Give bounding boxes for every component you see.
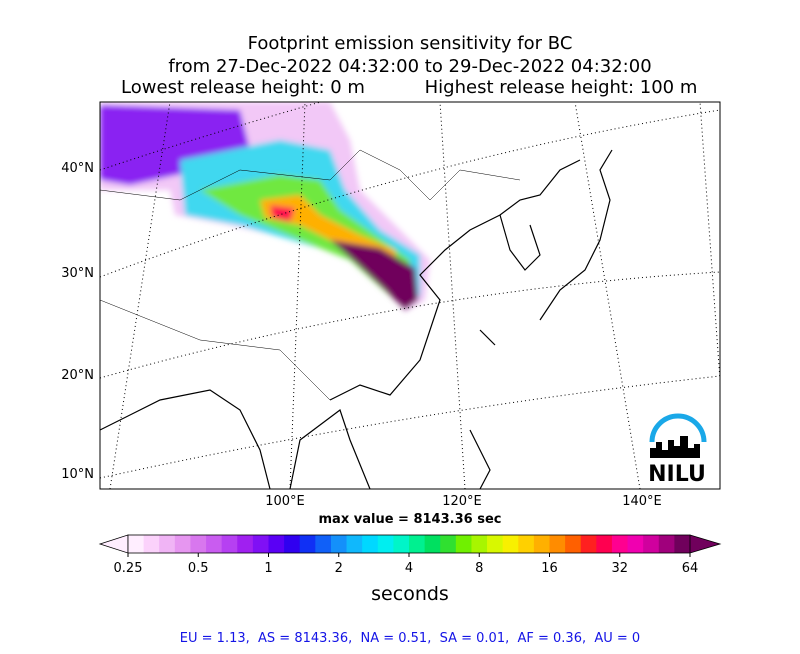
lat-label: 10°N [61,467,94,482]
colorbar-segment [159,535,176,553]
map-frame [99,101,721,490]
colorbar-tick-label: 64 [682,561,699,576]
lon-label: 100°E [265,494,305,509]
colorbar-extend-low [98,534,129,554]
colorbar-tick-label: 2 [335,561,343,576]
colorbar-segment [237,535,254,553]
colorbar-segment [299,535,316,553]
colorbar-tick-label: 0.25 [114,561,143,576]
colorbar-tick-label: 16 [541,561,558,576]
colorbar-extend-high [689,534,722,554]
colorbar-segment [174,535,191,553]
colorbar-segment [128,535,145,553]
colorbar-segment [440,535,457,553]
colorbar-segment [346,535,363,553]
colorbar-tick-label: 0.5 [188,561,209,576]
colorbar-segment [518,535,535,553]
stats: EU = 1.13, AS = 8143.36, NA = 0.51, SA =… [180,631,640,646]
colorbar-segment [674,535,691,553]
colorbar-segment [487,535,504,553]
borders [100,149,521,401]
colorbar-segment [362,535,379,553]
colorbar-segment [627,535,644,553]
title-line: Footprint emission sensitivity for BC [248,33,573,54]
colorbar-segment [643,535,660,553]
logo-text: NILU [648,462,706,487]
map [100,102,720,489]
colorbar-segment [190,535,207,553]
colorbar-segment [611,535,629,553]
colorbar-segment [284,535,301,553]
graticule [100,102,720,489]
lat-label: 40°N [61,161,94,176]
lon-label: 120°E [442,494,482,509]
lon-label: 140°E [622,494,662,509]
colorbar-segment [221,535,238,553]
lat-label: 20°N [61,368,94,383]
nilu-logo: NILU [648,413,707,487]
colorbar-segment [268,535,285,553]
colorbar-tick-label: 8 [475,561,483,576]
lat-label: 30°N [61,266,94,281]
colorbar-segment [596,535,613,553]
colorbar-label: seconds [371,583,449,605]
release-lowest: Lowest release height: 0 m [121,77,365,98]
colorbar-segment [455,535,472,553]
colorbar-segment [393,535,410,553]
colorbar-segment [409,535,426,553]
colorbar-tick-label: 32 [611,561,628,576]
colorbar-segment [377,535,394,553]
colorbar-segment [658,535,675,553]
colorbar-tick-label: 4 [405,561,413,576]
colorbar-segment [424,535,441,553]
colorbar-segment [252,535,269,553]
title-line: from 27-Dec-2022 04:32:00 to 29-Dec-2022… [168,56,651,77]
colorbar-segment [549,535,566,553]
colorbar-tick-label: 1 [264,561,272,576]
colorbar-segment [565,535,582,553]
colorbar-segment [502,535,519,553]
max-value: max value = 8143.36 sec [319,512,502,527]
colorbar-segment [533,535,550,553]
colorbar-segment [143,535,160,553]
plume [100,102,430,312]
release-highest: Highest release height: 100 m [425,77,698,98]
colorbar-segment [330,535,348,553]
colorbar-segment [580,535,597,553]
colorbar-segment [315,535,332,553]
coastline [100,149,613,489]
colorbar-segment [206,535,223,553]
colorbar-segment [471,535,488,553]
